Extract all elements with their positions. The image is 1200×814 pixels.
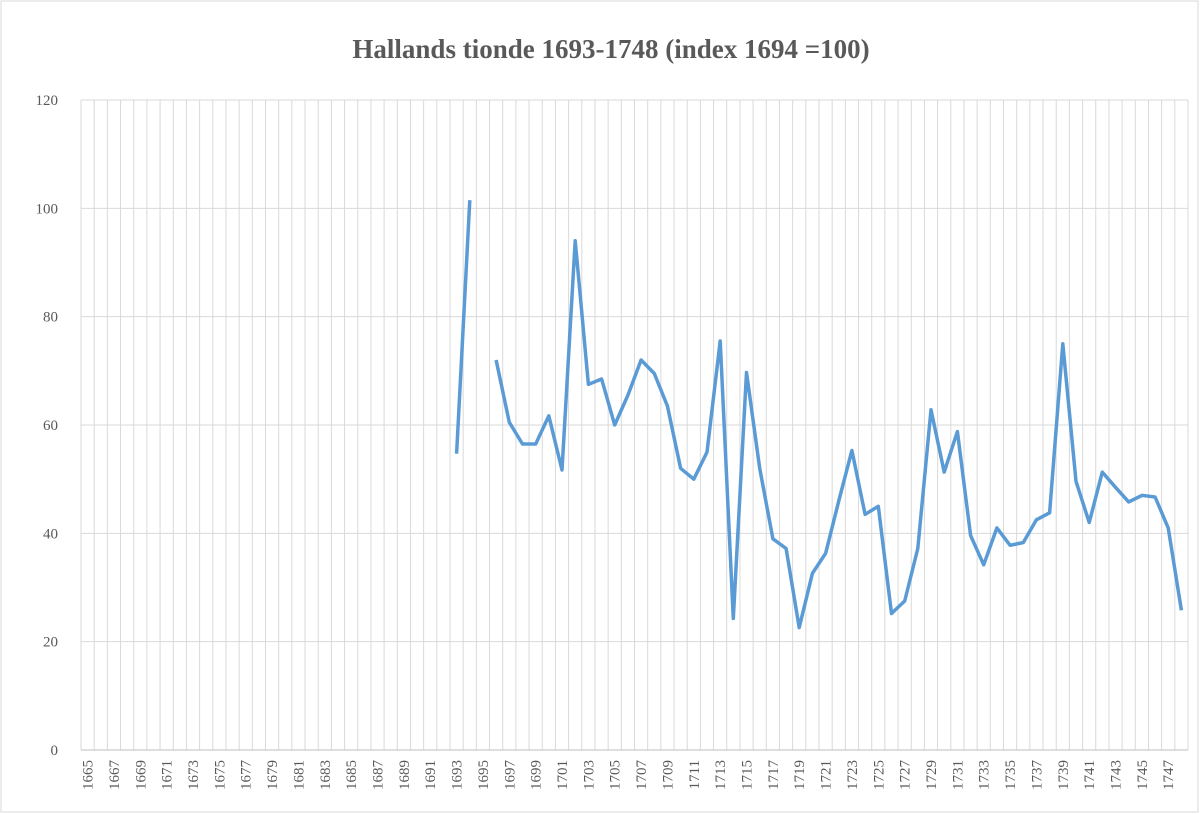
x-tick-label: 1709 [660,760,676,790]
chart-title: Hallands tionde 1693-1748 (index 1694 =1… [352,34,869,64]
x-tick-label: 1719 [792,760,808,790]
y-tick-label: 60 [43,418,58,434]
x-tick-label: 1683 [318,760,334,790]
x-tick-label: 1735 [1003,760,1019,790]
x-tick-label: 1703 [581,760,597,790]
y-tick-label: 20 [43,635,58,651]
x-tick-label: 1715 [740,760,756,790]
x-tick-label: 1717 [766,760,782,791]
x-tick-label: 1677 [239,760,255,791]
x-tick-label: 1679 [265,760,281,790]
x-tick-label: 1705 [608,760,624,790]
y-tick-label: 80 [43,310,58,326]
x-tick-label: 1707 [634,760,650,791]
x-tick-label: 1673 [186,760,202,790]
x-tick-label: 1743 [1109,760,1125,790]
y-tick-label: 100 [36,201,59,217]
x-tick-label: 1695 [476,760,492,790]
data-line [454,200,1184,630]
x-tick-label: 1729 [924,760,940,790]
x-tick-label: 1713 [713,760,729,790]
x-tick-label: 1675 [212,760,228,790]
y-tick-label: 120 [36,93,59,109]
x-tick-label: 1727 [898,760,914,791]
x-tick-label: 1699 [529,760,545,790]
x-tick-label: 1711 [687,760,703,789]
x-tick-label: 1681 [291,760,307,790]
x-tick-label: 1741 [1082,760,1098,790]
x-tick-label: 1665 [81,760,97,790]
x-tick-label: 1731 [950,760,966,790]
x-tick-label: 1685 [344,760,360,790]
x-tick-label: 1691 [423,760,439,790]
x-tick-label: 1667 [107,760,123,791]
x-tick-label: 1739 [1056,760,1072,790]
x-tick-label: 1725 [871,760,887,790]
x-tick-label: 1697 [502,760,518,791]
x-tick-label: 1689 [397,760,413,790]
x-tick-label: 1733 [977,760,993,790]
x-tick-label: 1701 [555,760,571,790]
x-tick-label: 1737 [1029,760,1045,791]
x-tick-label: 1669 [133,760,149,790]
x-tick-label: 1745 [1135,760,1151,790]
x-tick-label: 1723 [845,760,861,790]
x-tick-label: 1671 [160,760,176,790]
y-tick-label: 40 [43,526,58,542]
y-tick-label: 0 [51,743,59,759]
x-tick-label: 1687 [371,760,387,791]
x-tick-label: 1693 [450,760,466,790]
x-tick-label: 1721 [819,760,835,790]
x-tick-label: 1747 [1161,760,1177,791]
